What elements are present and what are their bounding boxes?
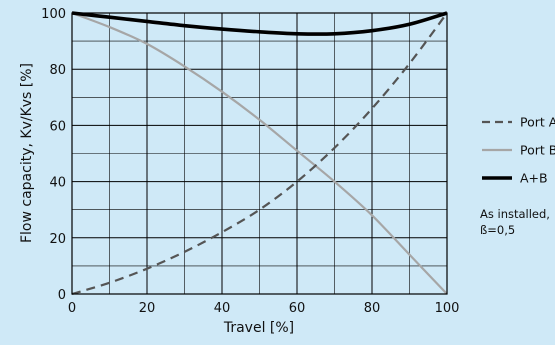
y-tick-label: 20: [49, 232, 66, 247]
tick-labels: 0 20 40 60 80 100 0 20 40 60 80 100: [41, 7, 459, 316]
series-lines: [71, 11, 448, 296]
y-axis-title: Flow capacity, Kv/Kvs [%]: [19, 63, 35, 243]
annotation-line-2: ß=0,5: [480, 223, 515, 237]
series-line-a-b: [71, 11, 448, 36]
y-tick-label: 100: [41, 7, 66, 22]
series-line-port-a: [71, 12, 448, 296]
y-tick-label: 60: [49, 119, 66, 134]
y-tick-label: 0: [58, 288, 66, 303]
legend: Port A Port B A+B: [482, 115, 555, 186]
x-tick-label: 100: [435, 301, 460, 316]
series-line-port-b: [71, 11, 448, 295]
legend-label-a-b: A+B: [520, 171, 548, 186]
plot-frame: [71, 12, 448, 295]
x-axis-title: Travel [%]: [223, 320, 294, 336]
annotation-line-1: As installed,: [480, 207, 550, 221]
x-tick-label: 20: [139, 301, 156, 316]
x-tick-label: 0: [68, 301, 76, 316]
x-tick-label: 80: [364, 301, 381, 316]
legend-label-port-b: Port B: [520, 143, 555, 158]
x-tick-label: 40: [214, 301, 231, 316]
x-tick-label: 60: [289, 301, 306, 316]
y-tick-label: 40: [49, 176, 66, 191]
y-tick-label: 80: [49, 63, 66, 78]
legend-label-port-a: Port A: [520, 115, 555, 130]
